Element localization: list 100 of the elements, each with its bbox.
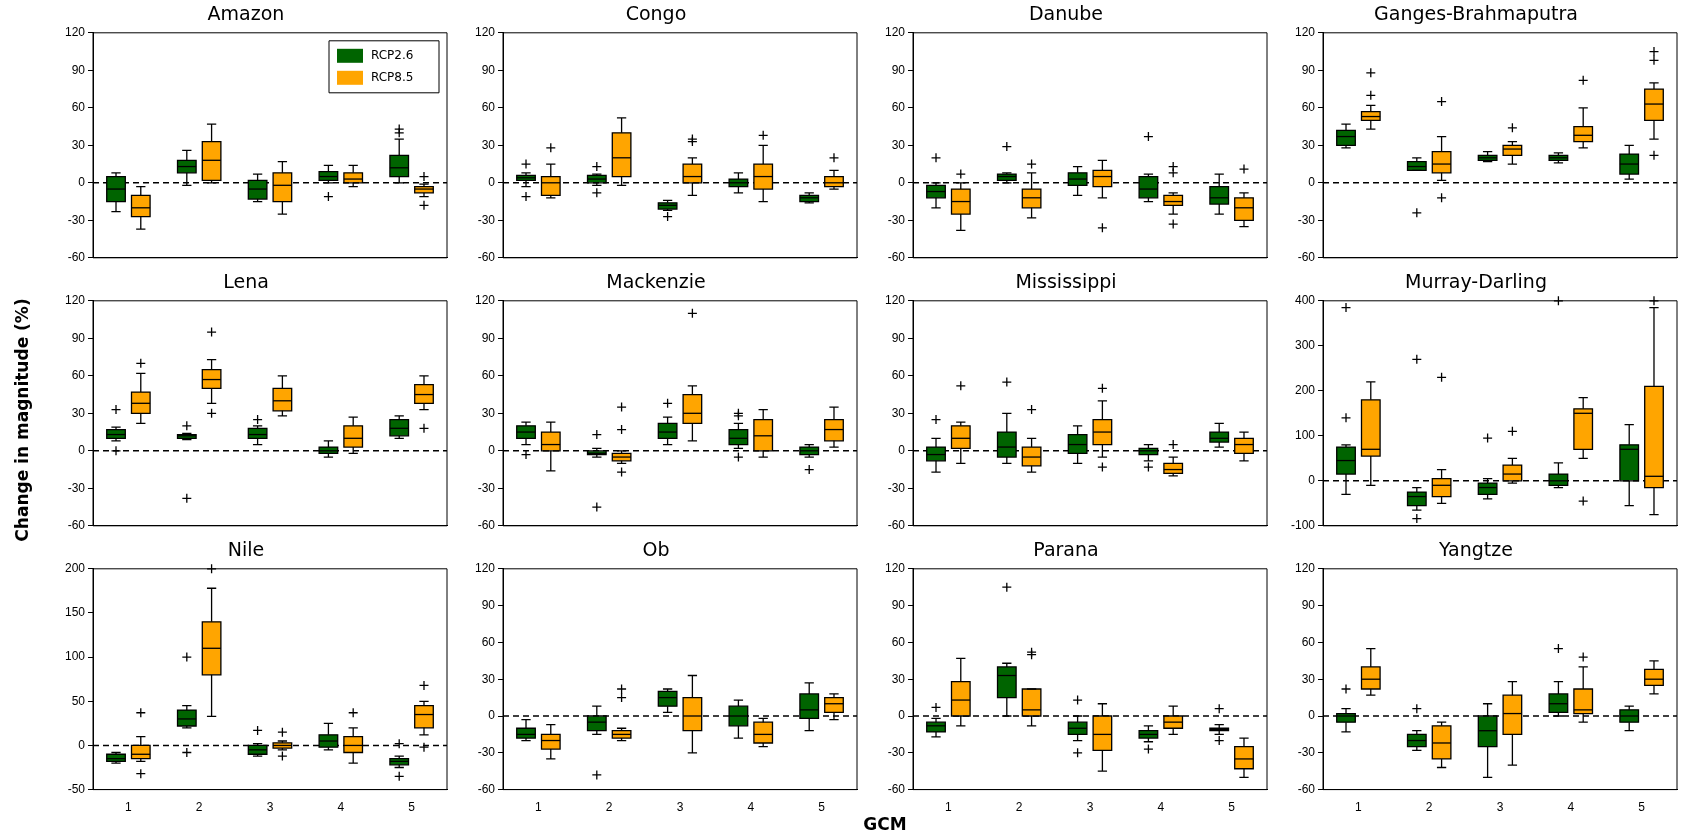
y-tick-label: 0 [898, 708, 906, 723]
y-tick-label: 60 [71, 100, 86, 115]
chart-title: Mackenzie [606, 270, 706, 293]
legend-label: RCP8.5 [371, 69, 414, 84]
chart-title: Ob [642, 538, 670, 561]
y-tick-label: 120 [1294, 561, 1316, 576]
y-tick-label: 100 [1294, 428, 1316, 443]
y-tick-label: -50 [67, 781, 86, 796]
y-tick-label: 90 [481, 62, 496, 77]
y-tick-label: -30 [1297, 212, 1316, 227]
x-tick-label: 4 [747, 800, 755, 815]
x-tick-label: 5 [1228, 800, 1236, 815]
y-tick-label: 400 [1294, 293, 1316, 308]
y-tick-label: 30 [891, 405, 906, 420]
y-tick-label: 0 [898, 175, 906, 190]
legend-label: RCP2.6 [371, 47, 414, 62]
y-tick-label: 150 [64, 605, 86, 620]
y-tick-label: 0 [488, 175, 496, 190]
y-tick-label: 0 [78, 175, 86, 190]
y-tick-label: 60 [891, 634, 906, 649]
chart-title: Congo [625, 2, 687, 25]
y-tick-label: 0 [898, 443, 906, 458]
y-tick-label: 30 [481, 671, 496, 686]
chart-title: Danube [1028, 2, 1104, 25]
y-tick-label: -60 [887, 518, 906, 533]
y-tick-label: 120 [64, 25, 86, 40]
chart-title: Amazon [207, 2, 285, 25]
y-tick-label: 90 [481, 597, 496, 612]
y-tick-label: -60 [1297, 250, 1316, 265]
y-tick-label: -30 [887, 480, 906, 495]
chart-title: Ganges-Brahmaputra [1374, 2, 1578, 25]
x-tick-label: 1 [535, 800, 543, 815]
y-tick-label: 120 [64, 293, 86, 308]
y-tick-label: 60 [1301, 100, 1316, 115]
chart-title: Yangtze [1438, 538, 1513, 561]
y-tick-label: 30 [891, 137, 906, 152]
y-tick-label: -30 [477, 745, 496, 760]
x-tick-label: 5 [818, 800, 826, 815]
y-tick-label: -60 [67, 250, 86, 265]
y-tick-label: 30 [1301, 137, 1316, 152]
y-tick-label: 30 [481, 137, 496, 152]
x-tick-label: 2 [195, 800, 203, 815]
y-tick-label: -60 [477, 518, 496, 533]
y-tick-label: -60 [1297, 781, 1316, 796]
x-tick-label: 3 [1086, 800, 1094, 815]
y-tick-label: -30 [887, 745, 906, 760]
y-tick-label: 120 [884, 561, 906, 576]
y-tick-label: -30 [1297, 745, 1316, 760]
y-tick-label: 60 [481, 634, 496, 649]
chart-title: Mississippi [1015, 270, 1117, 293]
x-tick-label: 5 [408, 800, 416, 815]
y-tick-label: 90 [891, 330, 906, 345]
y-tick-label: -60 [887, 781, 906, 796]
y-tick-label: 90 [1301, 597, 1316, 612]
y-tick-label: 60 [891, 368, 906, 383]
x-axis-title: GCM [863, 814, 907, 834]
y-tick-label: 30 [1301, 671, 1316, 686]
x-tick-label: 3 [676, 800, 684, 815]
y-tick-label: 120 [474, 25, 496, 40]
y-tick-label: 0 [1308, 175, 1316, 190]
y-tick-label: 120 [884, 293, 906, 308]
x-tick-label: 2 [1015, 800, 1023, 815]
chart-title: Lena [223, 270, 269, 293]
y-tick-label: 50 [71, 693, 86, 708]
y-tick-label: 30 [71, 405, 86, 420]
y-axis-title: Change in magnitude (%) [12, 298, 32, 542]
y-tick-label: 60 [891, 100, 906, 115]
x-tick-label: 2 [605, 800, 613, 815]
y-tick-label: 0 [1308, 708, 1316, 723]
y-tick-label: 60 [71, 368, 86, 383]
y-tick-label: 0 [78, 737, 86, 752]
x-tick-label: 5 [1638, 800, 1646, 815]
y-tick-label: -60 [67, 518, 86, 533]
y-tick-label: 200 [1294, 383, 1316, 398]
y-tick-label: 90 [1301, 62, 1316, 77]
x-tick-label: 4 [1157, 800, 1165, 815]
x-tick-label: 3 [1496, 800, 1504, 815]
y-tick-label: 90 [71, 330, 86, 345]
y-tick-label: 120 [884, 25, 906, 40]
y-tick-label: 90 [481, 330, 496, 345]
y-tick-label: -30 [477, 212, 496, 227]
y-tick-label: 60 [481, 100, 496, 115]
y-tick-label: 60 [481, 368, 496, 383]
y-tick-label: 30 [891, 671, 906, 686]
x-tick-label: 1 [125, 800, 133, 815]
x-tick-label: 1 [945, 800, 953, 815]
y-tick-label: 120 [1294, 25, 1316, 40]
x-tick-label: 1 [1355, 800, 1363, 815]
y-tick-label: -60 [477, 250, 496, 265]
y-tick-label: 120 [474, 293, 496, 308]
y-tick-label: -60 [477, 781, 496, 796]
y-tick-label: 60 [1301, 634, 1316, 649]
y-tick-label: -60 [887, 250, 906, 265]
y-tick-label: -30 [887, 212, 906, 227]
y-tick-label: -30 [477, 480, 496, 495]
chart-title: Murray-Darling [1405, 270, 1547, 293]
y-tick-label: -100 [1290, 518, 1316, 533]
y-tick-label: 120 [474, 561, 496, 576]
y-tick-label: 30 [481, 405, 496, 420]
y-tick-label: 90 [891, 62, 906, 77]
